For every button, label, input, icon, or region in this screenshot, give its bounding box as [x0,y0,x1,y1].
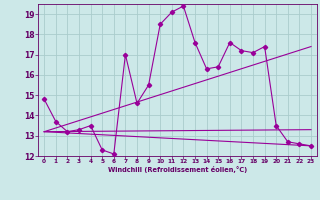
X-axis label: Windchill (Refroidissement éolien,°C): Windchill (Refroidissement éolien,°C) [108,166,247,173]
